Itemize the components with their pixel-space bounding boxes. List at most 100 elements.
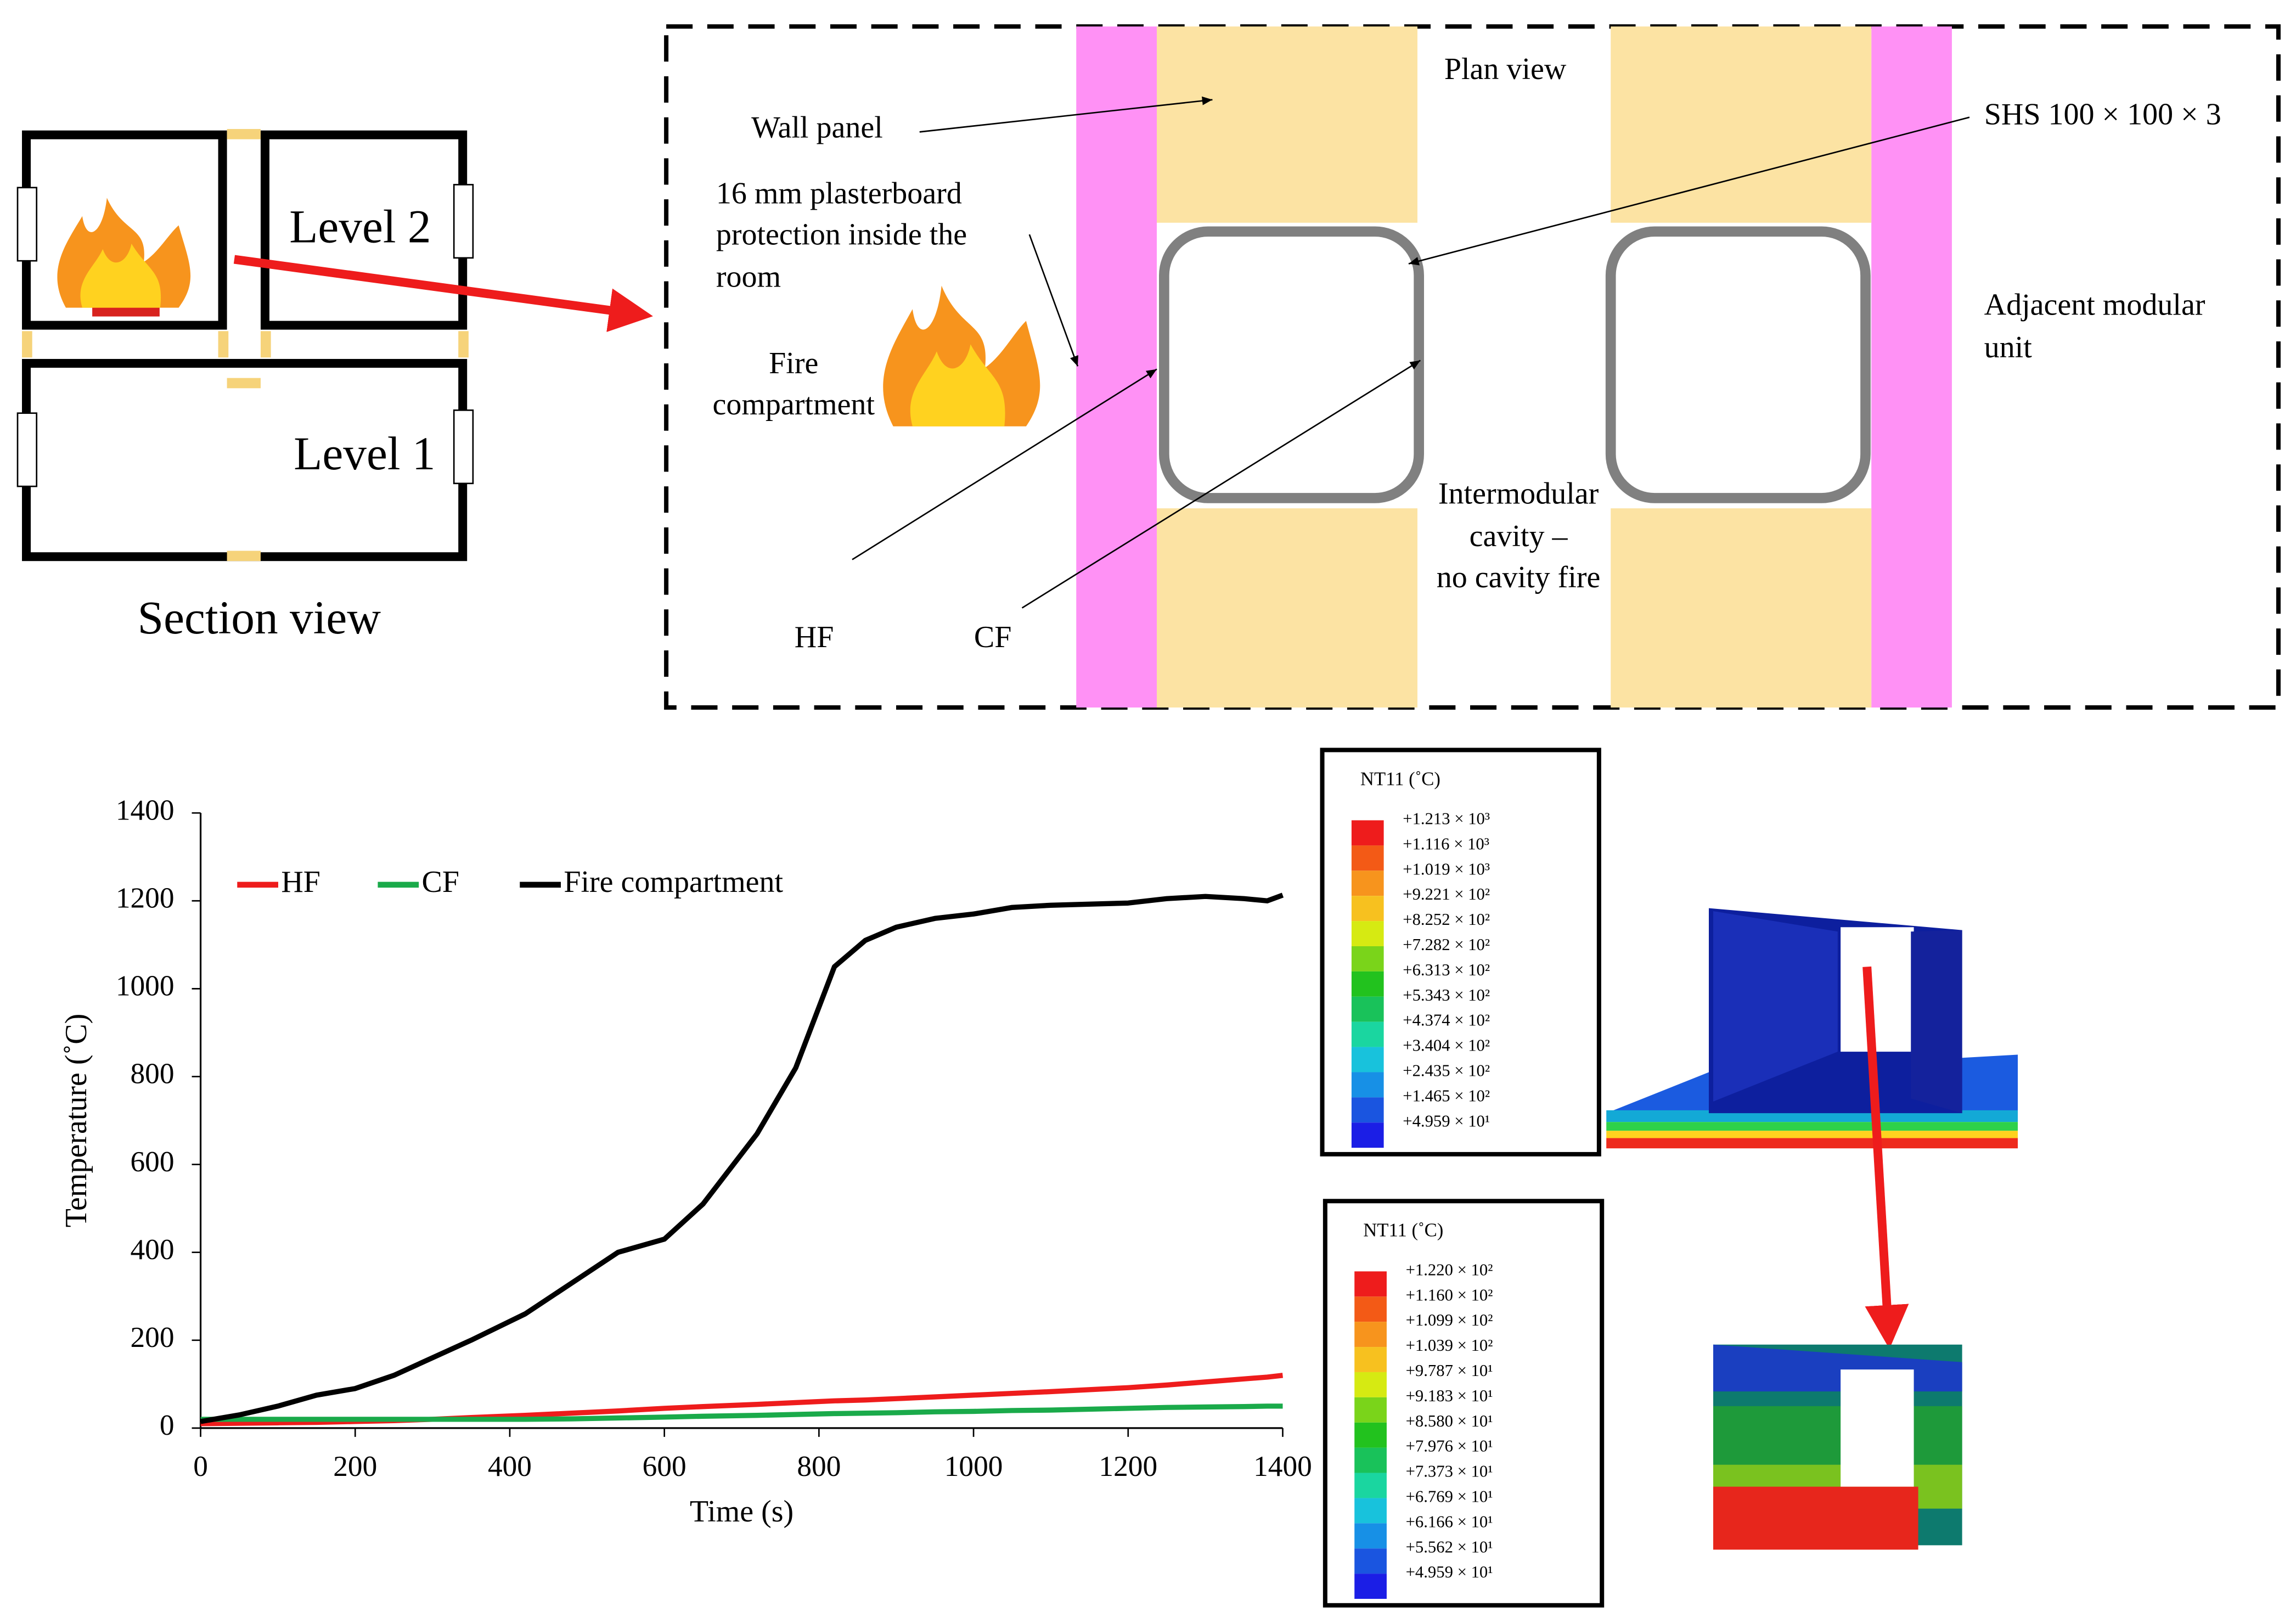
flame bbox=[883, 285, 1040, 426]
color-band bbox=[1354, 1271, 1387, 1297]
legend-value: +6.166 × 10¹ bbox=[1406, 1512, 1493, 1531]
plasterboard bbox=[1076, 26, 1157, 708]
color-band bbox=[1351, 896, 1384, 922]
legend-value: +1.213 × 10³ bbox=[1403, 810, 1490, 828]
shs-tube bbox=[1605, 226, 1871, 503]
series-line bbox=[200, 1403, 1283, 1422]
legend-value: +1.160 × 10² bbox=[1406, 1285, 1493, 1304]
label: Adjacent modular bbox=[1984, 288, 2205, 322]
legend-value: +4.959 × 10¹ bbox=[1406, 1563, 1493, 1581]
model-full bbox=[1606, 908, 2018, 1349]
legend-value: +9.787 × 10¹ bbox=[1406, 1361, 1493, 1380]
x-tick-label: 0 bbox=[193, 1450, 208, 1482]
x-tick-label: 400 bbox=[488, 1450, 532, 1482]
legend-title: NT11 (˚C) bbox=[1363, 1219, 1443, 1240]
color-band bbox=[1351, 1021, 1384, 1047]
legend-value: +7.976 × 10¹ bbox=[1406, 1437, 1493, 1456]
legend-value: +9.221 × 10² bbox=[1403, 885, 1490, 903]
frame bbox=[664, 24, 2281, 710]
legend-value: +1.116 × 10³ bbox=[1403, 834, 1489, 853]
legend-value: +5.562 × 10¹ bbox=[1406, 1537, 1493, 1556]
color-band bbox=[1351, 1047, 1384, 1072]
shs-tube bbox=[1159, 226, 1424, 503]
label: no cavity fire bbox=[1437, 560, 1601, 594]
series-line bbox=[200, 892, 1284, 1424]
x-axis-label: Time (s) bbox=[690, 1495, 794, 1529]
color-band bbox=[1354, 1296, 1387, 1322]
color-band bbox=[1351, 921, 1384, 946]
y-axis-label: Temperature (˚C) bbox=[59, 1014, 93, 1228]
legend-value: +8.252 × 10² bbox=[1403, 910, 1490, 929]
color-band bbox=[1351, 871, 1384, 896]
legend-value: +1.039 × 10² bbox=[1406, 1336, 1493, 1355]
plan-view: Plan view Wall panel 16 mm plasterboard … bbox=[664, 24, 2281, 710]
wall-panels bbox=[1157, 26, 1872, 708]
label: room bbox=[716, 260, 781, 294]
joints bbox=[22, 129, 469, 561]
legend-value: +4.959 × 10¹ bbox=[1403, 1111, 1490, 1130]
plasterboard bbox=[1871, 26, 1952, 708]
color-band bbox=[1354, 1523, 1387, 1549]
model-tube bbox=[1713, 1344, 1962, 1550]
legend-value: +1.220 × 10² bbox=[1406, 1260, 1493, 1279]
legend-value: +7.282 × 10² bbox=[1403, 935, 1490, 954]
label: Plan view bbox=[1444, 52, 1567, 86]
y-tick-label: 1200 bbox=[116, 881, 175, 914]
chart: 0 200 400 600 800 1000 1200 1400 0 200 400 600 800 10… bbox=[59, 793, 1312, 1529]
section-view: Level 2 Level 1 Section view bbox=[16, 129, 653, 644]
label: 16 mm plasterboard bbox=[716, 177, 962, 211]
legend-value: +1.465 × 10² bbox=[1403, 1086, 1490, 1105]
y-tick-label: 800 bbox=[130, 1057, 174, 1090]
legend-label: Fire compartment bbox=[564, 865, 783, 899]
label: CF bbox=[974, 620, 1012, 654]
label: compartment bbox=[712, 388, 875, 422]
color-band bbox=[1351, 996, 1384, 1022]
legend-title: NT11 (˚C) bbox=[1360, 768, 1440, 789]
legend-value: +9.183 × 10¹ bbox=[1406, 1386, 1493, 1405]
y-tick-label: 600 bbox=[130, 1145, 174, 1178]
legend-value: +3.404 × 10² bbox=[1403, 1036, 1490, 1055]
label: Intermodular bbox=[1438, 477, 1599, 511]
color-band bbox=[1354, 1447, 1387, 1473]
contour-legend: NT11 (˚C) +1.213 × 10³ +1.116 × 10³ +1.019 … bbox=[1320, 748, 1601, 1156]
legend-label: HF bbox=[281, 865, 320, 899]
window bbox=[453, 409, 474, 485]
color-band bbox=[1354, 1473, 1387, 1498]
x-tick-label: 1200 bbox=[1099, 1450, 1157, 1482]
window bbox=[453, 184, 474, 259]
color-band bbox=[1354, 1548, 1387, 1574]
level-label: Level 1 bbox=[294, 428, 435, 480]
label: SHS 100 × 100 × 3 bbox=[1984, 98, 2221, 132]
label: protection inside the bbox=[716, 217, 967, 251]
window bbox=[16, 187, 38, 262]
x-tick-label: 600 bbox=[643, 1450, 686, 1482]
color-band bbox=[1351, 845, 1384, 871]
color-band bbox=[1351, 946, 1384, 971]
leaders bbox=[852, 96, 1970, 609]
flame bbox=[57, 198, 191, 308]
color-band bbox=[1354, 1574, 1387, 1599]
x-tick-label: 200 bbox=[333, 1450, 377, 1482]
legend-value: +2.435 × 10² bbox=[1403, 1062, 1490, 1080]
legend-value: +6.313 × 10² bbox=[1403, 961, 1490, 979]
contour-legend: NT11 (˚C) +1.220 × 10² +1.160 × 10² +1.099 … bbox=[1323, 1199, 1605, 1608]
x-tick-label: 800 bbox=[797, 1450, 841, 1482]
window bbox=[16, 412, 38, 487]
legend-label: CF bbox=[421, 865, 459, 899]
caption: Section view bbox=[138, 592, 381, 644]
color-band bbox=[1351, 1122, 1384, 1148]
legend-value: +4.374 × 10² bbox=[1403, 1011, 1490, 1030]
color-band bbox=[1351, 1072, 1384, 1098]
color-band bbox=[1354, 1372, 1387, 1397]
y-tick-label: 400 bbox=[130, 1233, 174, 1266]
label: Wall panel bbox=[751, 111, 883, 145]
label: Fire bbox=[769, 346, 818, 380]
color-band bbox=[1354, 1422, 1387, 1448]
legend-value: +5.343 × 10² bbox=[1403, 986, 1490, 1004]
labels: Plan view Wall panel 16 mm plasterboard … bbox=[712, 52, 2221, 654]
level-label: Level 2 bbox=[289, 201, 431, 252]
color-band bbox=[1351, 820, 1384, 846]
color-band bbox=[1354, 1347, 1387, 1372]
